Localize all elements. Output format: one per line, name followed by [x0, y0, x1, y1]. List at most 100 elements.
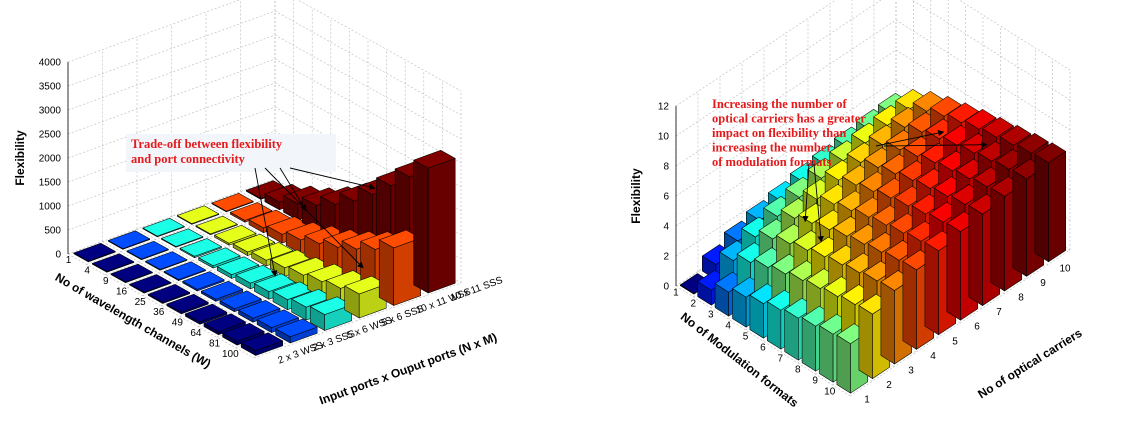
- right-row-tick-label: 3: [708, 310, 714, 321]
- chart-panel-left: 0 500 1000 1500 2000 2500 3000 3500 4000 Flexibil…: [0, 0, 566, 435]
- left-bar-top: [275, 318, 318, 338]
- right-annotation-arrow: [883, 141, 988, 148]
- chart-flexibility-vs-ports: 0 500 1000 1500 2000 2500 3000 3500 4000 Flexibil…: [13, 0, 505, 407]
- right-col-tick-label: 2: [886, 380, 892, 391]
- left-bar-top: [182, 271, 225, 290]
- right-bar-side: [801, 317, 816, 372]
- left-z-tick-label: 500: [44, 226, 61, 237]
- right-bar-side: [836, 334, 851, 394]
- left-bar-top: [195, 215, 238, 235]
- left-row-tick-label: 81: [209, 338, 221, 349]
- right-bar-top: [930, 96, 962, 117]
- left-z-tick-label: 1000: [39, 202, 62, 213]
- right-bar-side: [819, 325, 834, 383]
- left-row-tick-label: 9: [103, 276, 109, 287]
- left-annotation-line: and port connectivity: [131, 152, 246, 166]
- left-row-tick-label: 25: [135, 297, 147, 308]
- left-z-tick-label: 3000: [39, 106, 62, 117]
- left-row-tick-label: 36: [153, 307, 165, 318]
- right-z-tick-label: 4: [663, 222, 669, 233]
- left-grid-floor-r-3: [123, 209, 331, 286]
- left-bar-front: [427, 158, 456, 294]
- right-z-tick-label: 0: [663, 282, 669, 293]
- left-bar-top: [108, 230, 151, 249]
- left-grid-floor-r-5: [160, 230, 369, 307]
- right-annotation-line: increasing the number: [712, 141, 832, 155]
- left-bar-top: [216, 256, 259, 275]
- left-bar-top: [110, 263, 153, 283]
- left-bar-top: [230, 202, 273, 221]
- right-col-tick-label: 9: [1040, 278, 1046, 289]
- right-annotation-line: optical carriers has a greater: [712, 112, 866, 126]
- right-bar-top: [1034, 142, 1066, 164]
- left-grid-floor-c-0: [67, 253, 255, 359]
- right-row-tick-label: 6: [760, 343, 766, 354]
- left-row-tick-label: 1: [66, 255, 72, 266]
- right-z-tick-label: 6: [663, 192, 669, 203]
- left-z-tick-label: 3500: [39, 82, 62, 93]
- left-bar-top: [166, 294, 209, 313]
- left-bar-side: [413, 159, 429, 294]
- right-z-axis-label: Flexibility: [629, 168, 643, 224]
- left-annotation-arrow: [254, 167, 278, 277]
- left-bar-top: [129, 274, 172, 293]
- left-row-tick-label: 16: [116, 286, 128, 297]
- right-annotation-arrow: [875, 129, 945, 147]
- left-z-tick-label: 4000: [39, 58, 62, 69]
- right-row-tick-label: 10: [824, 387, 836, 398]
- right-bar-side: [1034, 153, 1049, 263]
- left-bar-top: [413, 150, 456, 169]
- left-z-tick-label: 0: [55, 250, 61, 261]
- right-annotation-line: Increasing the number of: [712, 97, 847, 111]
- left-bar-top: [73, 243, 116, 262]
- right-bar-side: [990, 187, 1005, 292]
- left-annotation-line: Trade-off between flexibility: [131, 137, 283, 151]
- left-bar-top: [179, 238, 222, 257]
- left-bar-top: [232, 233, 275, 253]
- left-bar-top: [145, 251, 188, 270]
- chart-panel-right: 0 2 4 6 8 10 12 Flexibility 1 2 3 4 5 6 7 8 9 10 1 2 3 4 5 6 7 8 9…: [566, 0, 1133, 435]
- right-col-tick-label: 8: [1018, 293, 1024, 304]
- right-row-tick-label: 7: [778, 354, 784, 365]
- right-col-tick-label: 10: [1059, 263, 1071, 274]
- left-grid-floor-r-2: [105, 199, 313, 276]
- right-col-tick-label: 6: [974, 322, 980, 333]
- right-col-tick-label: 1: [864, 395, 870, 406]
- right-row-tick-label: 5: [743, 332, 749, 343]
- right-row-tick-label: 9: [812, 376, 818, 387]
- right-bar-side: [924, 241, 939, 336]
- left-bar-top: [201, 281, 244, 300]
- left-grid-z-8: [67, 0, 462, 92]
- left-z-tick-label: 1500: [39, 178, 62, 189]
- left-bar-top: [198, 247, 241, 266]
- left-z-tick-label: 2500: [39, 130, 62, 141]
- right-col-tick-label: 4: [930, 351, 936, 362]
- right-row-tick-label: 4: [725, 321, 731, 332]
- left-bar-top: [161, 228, 204, 247]
- right-bar-side: [858, 305, 873, 379]
- right-bar-top: [965, 109, 997, 130]
- left-annotation-arrow: [289, 167, 376, 190]
- left-bar-top: [177, 205, 220, 224]
- right-z-tick-label: 8: [663, 162, 669, 173]
- left-bar-top: [92, 253, 135, 272]
- left-bar-top: [256, 309, 299, 328]
- right-bar-top: [982, 117, 1014, 138]
- left-bar-top: [222, 323, 265, 342]
- left-z-tick-label: 2000: [39, 154, 62, 165]
- right-row-tick-label: 8: [795, 365, 801, 376]
- left-bar-top: [203, 313, 246, 332]
- right-bar-side: [946, 222, 961, 321]
- right-bar-side: [1012, 170, 1027, 277]
- left-grid-floor-r-6: [179, 241, 387, 317]
- right-col-tick-label: 5: [952, 336, 958, 347]
- left-annotation-box: [126, 134, 336, 172]
- left-bar-top: [147, 284, 190, 303]
- left-bar-top: [163, 261, 206, 280]
- right-grid-z-6: [675, 0, 1071, 107]
- right-annotation-line: of modulation formats: [712, 155, 832, 169]
- left-bar-top: [238, 300, 281, 319]
- left-bar-top: [185, 303, 228, 323]
- left-annotation-arrow: [279, 167, 307, 212]
- left-row-tick-label: 49: [172, 318, 184, 329]
